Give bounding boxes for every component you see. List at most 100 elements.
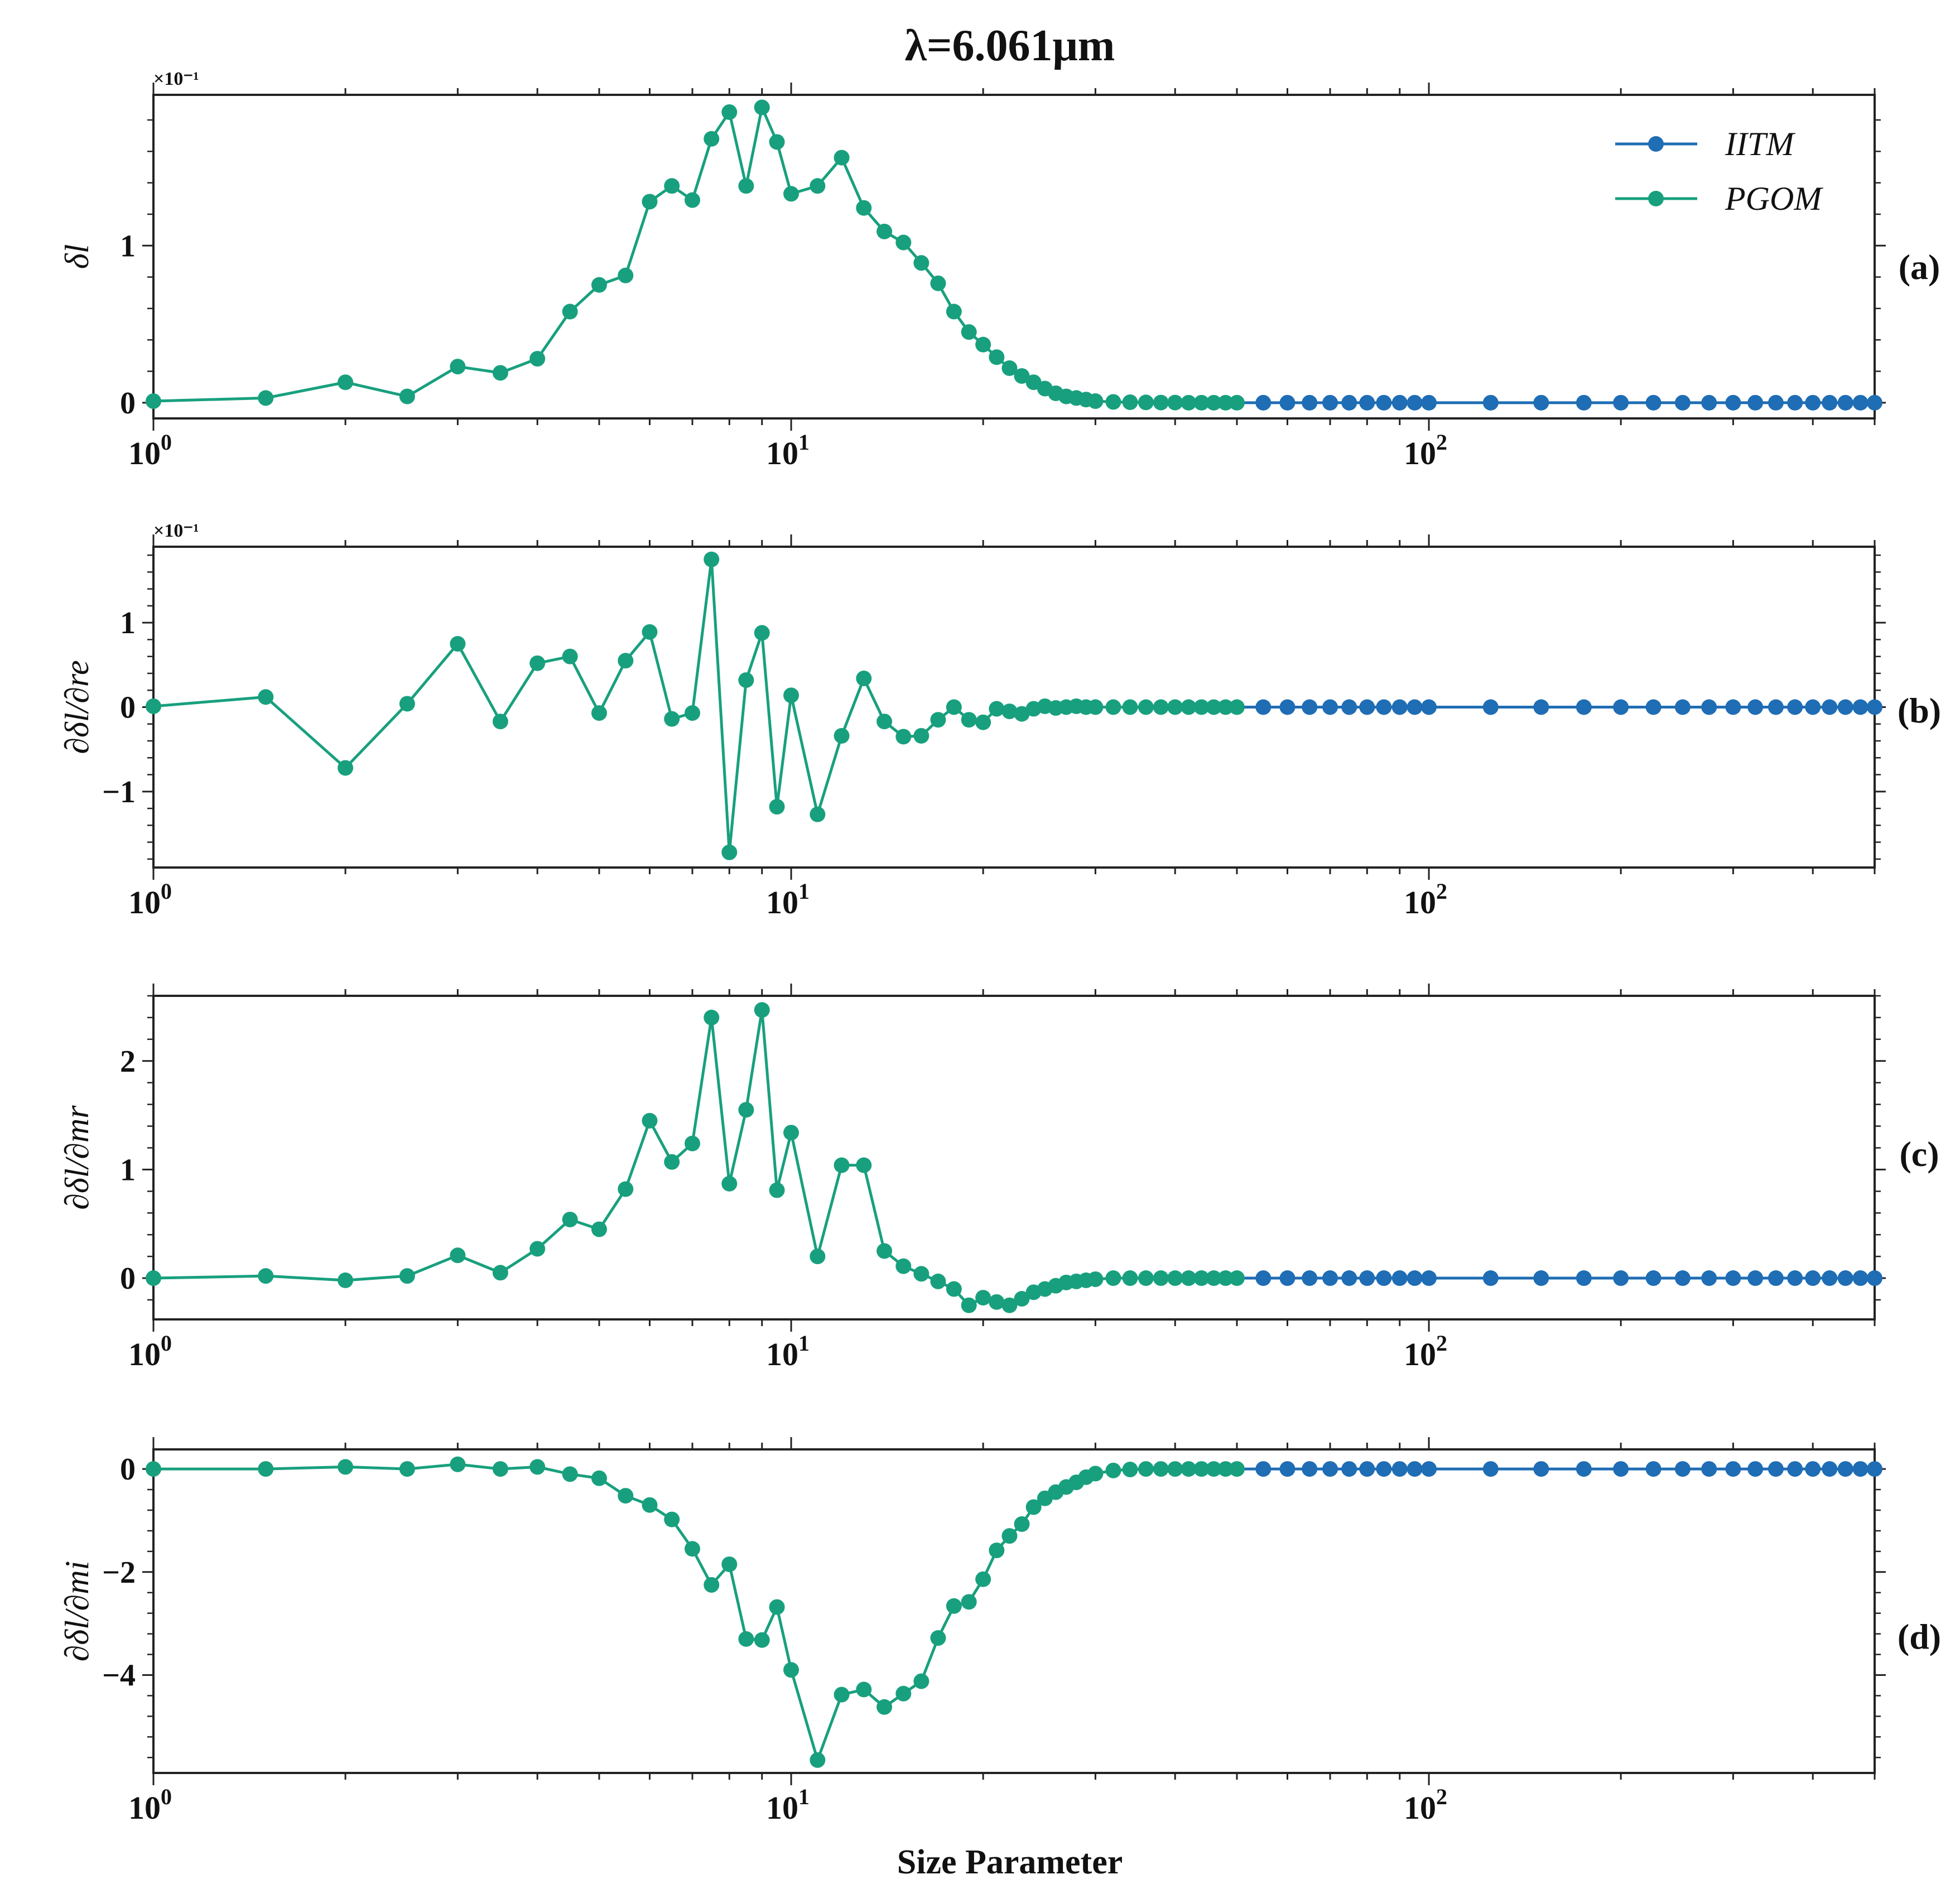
- data-point-IITM: [1645, 1270, 1662, 1286]
- data-point-PGOM: [721, 1556, 738, 1572]
- data-point-PGOM: [146, 698, 161, 714]
- data-point-PGOM: [338, 374, 354, 391]
- plot-frame: [152, 94, 1876, 420]
- data-point-IITM: [1701, 699, 1717, 715]
- data-point-PGOM: [1138, 1461, 1154, 1477]
- data-point-PGOM: [810, 1752, 826, 1768]
- data-point-IITM: [1852, 394, 1868, 411]
- data-point-PGOM: [754, 625, 770, 641]
- data-point-IITM: [1674, 1270, 1691, 1286]
- data-point-IITM: [1279, 394, 1296, 411]
- series-line-PGOM: [153, 103, 1237, 404]
- data-point-PGOM: [989, 349, 1005, 365]
- data-point-PGOM: [258, 1461, 274, 1477]
- data-point-PGOM: [834, 1686, 850, 1703]
- data-point-PGOM: [1153, 394, 1169, 411]
- data-point-IITM: [1533, 1461, 1549, 1477]
- data-point-PGOM: [450, 1247, 466, 1264]
- data-point-IITM: [1867, 1461, 1882, 1477]
- data-point-IITM: [1867, 1270, 1882, 1286]
- data-point-PGOM: [529, 1459, 546, 1475]
- data-point-PGOM: [529, 351, 546, 367]
- data-point-IITM: [1322, 699, 1338, 715]
- data-point-PGOM: [1217, 1270, 1234, 1286]
- x-tick-label: 100: [128, 1331, 172, 1372]
- data-point-PGOM: [930, 1630, 946, 1646]
- data-point-PGOM: [1122, 1270, 1138, 1286]
- data-point-PGOM: [684, 1135, 700, 1151]
- data-point-IITM: [1359, 1461, 1375, 1477]
- data-point-IITM: [1822, 699, 1838, 715]
- data-point-PGOM: [961, 1594, 977, 1610]
- data-point-PGOM: [1181, 1461, 1197, 1477]
- data-point-PGOM: [642, 194, 658, 210]
- data-point-PGOM: [1153, 1461, 1169, 1477]
- data-point-PGOM: [591, 1221, 607, 1237]
- data-point-IITM: [1255, 394, 1272, 411]
- data-point-PGOM: [1105, 1270, 1121, 1286]
- data-point-PGOM: [1167, 394, 1183, 411]
- data-point-PGOM: [618, 653, 634, 669]
- data-point-IITM: [1768, 699, 1784, 715]
- data-point-PGOM: [930, 1273, 946, 1289]
- data-point-IITM: [1376, 394, 1392, 411]
- data-point-PGOM: [618, 267, 634, 283]
- data-point-IITM: [1533, 394, 1549, 411]
- x-tick-label: 102: [1404, 1784, 1447, 1826]
- data-point-PGOM: [1105, 1462, 1121, 1478]
- y-tick-label: 0: [120, 1452, 136, 1487]
- data-point-PGOM: [1206, 699, 1222, 715]
- data-point-IITM: [1674, 394, 1691, 411]
- panel-a: 100 101 102 0 1 ×10⁻¹ δl (a) IITM PGOM: [59, 69, 1940, 471]
- x-tick-label: 102: [1404, 430, 1447, 471]
- x-tick-label: 100: [128, 430, 172, 471]
- data-point-PGOM: [1206, 394, 1222, 411]
- data-point-IITM: [1576, 394, 1592, 411]
- data-point-PGOM: [721, 104, 738, 120]
- data-point-IITM: [1725, 699, 1741, 715]
- data-point-IITM: [1787, 394, 1803, 411]
- data-point-PGOM: [738, 178, 754, 194]
- y-tick-label: 0: [120, 1261, 136, 1296]
- data-point-PGOM: [562, 1466, 578, 1482]
- data-point-PGOM: [1014, 1516, 1030, 1532]
- data-point-PGOM: [1105, 394, 1121, 410]
- data-point-IITM: [1322, 1461, 1338, 1477]
- data-point-IITM: [1376, 1270, 1392, 1286]
- data-point-PGOM: [258, 1268, 274, 1284]
- data-point-IITM: [1852, 699, 1868, 715]
- data-point-PGOM: [738, 1631, 754, 1647]
- data-point-IITM: [1533, 1270, 1549, 1286]
- data-point-IITM: [1302, 1461, 1318, 1477]
- data-point-IITM: [1787, 699, 1803, 715]
- series-line-PGOM: [153, 1009, 1237, 1307]
- data-point-PGOM: [529, 1241, 546, 1257]
- data-point-PGOM: [877, 223, 893, 239]
- data-point-PGOM: [146, 1270, 161, 1286]
- data-point-IITM: [1701, 1270, 1717, 1286]
- data-point-IITM: [1837, 1270, 1853, 1286]
- data-point-IITM: [1787, 1461, 1803, 1477]
- data-point-PGOM: [783, 1125, 800, 1141]
- data-point-PGOM: [1229, 394, 1245, 411]
- data-point-IITM: [1768, 394, 1784, 411]
- series-line-PGOM: [153, 1463, 1237, 1765]
- data-point-PGOM: [338, 1272, 354, 1288]
- data-point-PGOM: [1181, 699, 1197, 715]
- data-point-PGOM: [1193, 1270, 1210, 1286]
- data-point-PGOM: [1001, 360, 1018, 376]
- data-point-IITM: [1391, 1461, 1408, 1477]
- data-point-PGOM: [642, 1497, 658, 1513]
- data-point-PGOM: [754, 1632, 770, 1648]
- data-point-IITM: [1837, 1461, 1853, 1477]
- data-point-PGOM: [1217, 394, 1234, 411]
- x-tick-label: 101: [766, 1784, 810, 1826]
- data-point-IITM: [1407, 1270, 1423, 1286]
- data-point-IITM: [1359, 1270, 1375, 1286]
- data-point-PGOM: [258, 390, 274, 406]
- data-point-PGOM: [930, 712, 946, 728]
- data-point-PGOM: [961, 324, 977, 340]
- data-point-PGOM: [895, 729, 912, 745]
- data-point-PGOM: [146, 1461, 161, 1477]
